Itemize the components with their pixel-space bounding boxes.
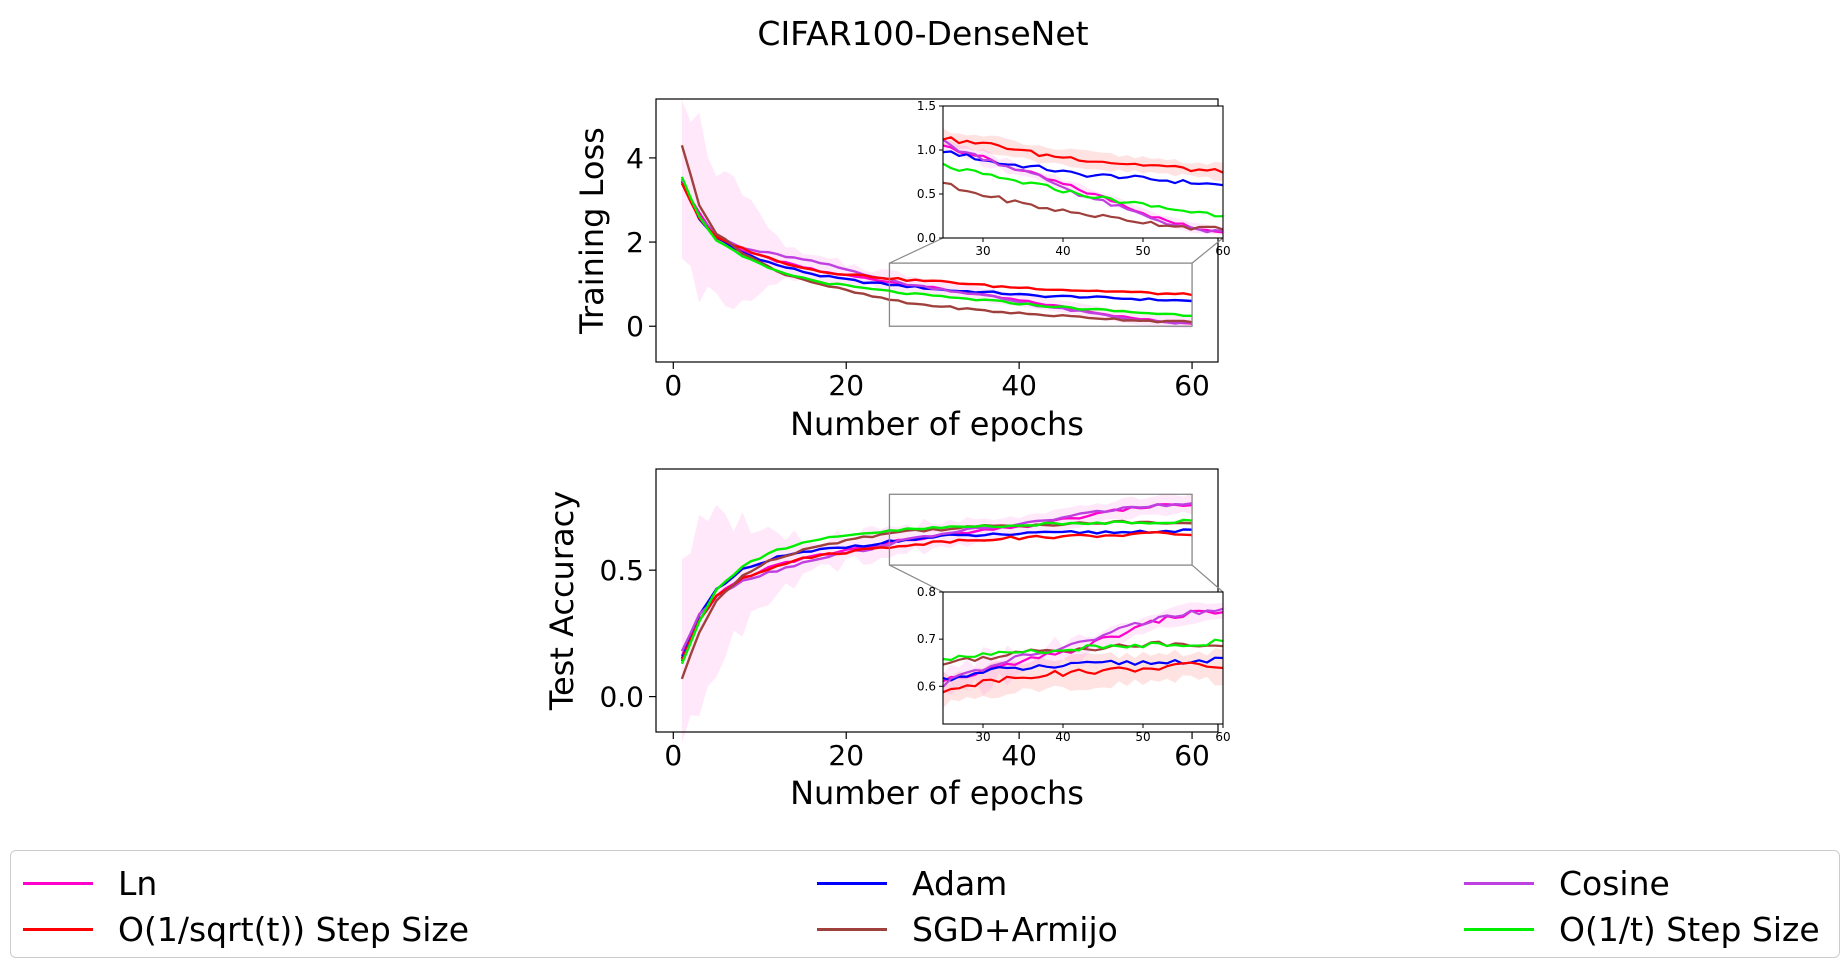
inset-y-tick-label: 0.7 — [917, 632, 936, 646]
inset-x-tick-label: 60 — [1215, 730, 1230, 744]
legend-swatch-ln — [23, 881, 93, 885]
x-tick-label: 60 — [1174, 739, 1210, 772]
legend-swatch-sgd-armijo — [817, 927, 887, 931]
inset-y-tick-label: 1.0 — [917, 143, 936, 157]
inset-x-tick-label: 30 — [975, 244, 990, 258]
y-tick-label: 0 — [626, 310, 644, 343]
inset-plot: 30 40 50 60 0.0 0.5 1.0 1.5 — [917, 99, 1231, 258]
x-tick-label: 20 — [828, 739, 864, 772]
legend-swatch-adam — [817, 881, 887, 885]
legend-item-ln: Ln — [23, 863, 157, 903]
inset-background — [943, 106, 1223, 238]
x-tick-label: 40 — [1001, 369, 1037, 402]
series-line-o-1-t-step-size — [680, 518, 1193, 665]
legend-item-sqrt-step: O(1/sqrt(t)) Step Size — [23, 909, 469, 949]
inset-content — [943, 128, 1223, 236]
x-tick-label: 20 — [828, 369, 864, 402]
inset-series-line-o-1-sqrt-t-step-size — [943, 661, 1223, 694]
inset-plot: 30 40 50 60 0.6 0.7 0.8 — [917, 585, 1231, 744]
zoom-connector — [889, 237, 944, 264]
y-tick-label: 4 — [626, 142, 644, 175]
inset-x-tick-label: 60 — [1215, 244, 1230, 258]
legend-swatch-cosine — [1464, 881, 1534, 885]
inset-series-line-adam — [943, 656, 1223, 682]
zoom-connector — [1191, 237, 1224, 264]
inset-series-line-sgd-armijo — [943, 181, 1223, 231]
inset-series-line-o-1-t-step-size — [943, 638, 1223, 662]
zoom-region-rect — [888, 262, 1193, 327]
ln-variance-band — [681, 99, 1193, 329]
zoom-region-rect — [888, 493, 1193, 566]
legend-label-sqrt-step: O(1/sqrt(t)) Step Size — [118, 909, 470, 949]
y-tick-label: 0.0 — [599, 681, 644, 714]
inset-x-tick-label: 40 — [1055, 244, 1070, 258]
legend-swatch-sqrt-step — [23, 927, 93, 931]
legend: Ln Adam Cosine O(1/sqrt(t)) Step Size SG… — [10, 850, 1840, 958]
inset-y-tick-label: 0.5 — [917, 187, 936, 201]
legend-label-sgd-armijo: SGD+Armijo — [912, 909, 1118, 949]
inset-y-tick-label: 0.8 — [917, 585, 936, 599]
x-tick-label: 0 — [664, 739, 682, 772]
inset-x-tick-label: 50 — [1135, 244, 1150, 258]
figure-title: CIFAR100-DenseNet — [757, 14, 1088, 53]
inset-x-tick-label: 50 — [1135, 730, 1150, 744]
legend-label-ln: Ln — [118, 863, 158, 903]
inset-frame — [942, 591, 1224, 725]
inset-series-line-o-1-t-step-size — [943, 162, 1223, 218]
legend-item-inv-t-step: O(1/t) Step Size — [1464, 909, 1820, 949]
legend-item-adam: Adam — [817, 863, 1007, 903]
series-line-o-1-sqrt-t-step-size — [680, 182, 1193, 297]
inset-y-tick-label: 0.0 — [917, 231, 936, 245]
inset-frame — [942, 105, 1224, 239]
legend-item-cosine: Cosine — [1464, 863, 1670, 903]
legend-item-sgd-armijo: SGD+Armijo — [817, 909, 1118, 949]
training-loss-panel: 0 20 40 60 0 2 4 Number of epochs Training Loss 3… — [573, 98, 1231, 443]
legend-swatch-inv-t-step — [1464, 927, 1534, 931]
inset-series-line-o-1-sqrt-t-step-size — [943, 136, 1223, 174]
inset-x-tick-label: 40 — [1055, 730, 1070, 744]
series-line-cosine — [680, 178, 1193, 325]
legend-label-inv-t-step: O(1/t) Step Size — [1559, 909, 1820, 949]
x-tick-label: 40 — [1001, 739, 1037, 772]
inset-sqrt-band — [943, 128, 1223, 182]
x-tick-label: 60 — [1174, 369, 1210, 402]
series-line-o-1-sqrt-t-step-size — [680, 531, 1193, 662]
inset-content — [943, 602, 1223, 709]
test-accuracy-panel: 0 20 40 60 0.0 0.5 Number of epochs Test Accura… — [543, 468, 1231, 812]
y-tick-label: 2 — [626, 226, 644, 259]
inset-x-tick-label: 30 — [975, 730, 990, 744]
inset-y-tick-label: 1.5 — [917, 99, 936, 113]
x-tick-label: 0 — [664, 369, 682, 402]
series-line-cosine — [680, 502, 1193, 652]
y-axis-label: Training Loss — [573, 127, 611, 335]
x-axis-label: Number of epochs — [790, 774, 1084, 812]
inset-y-tick-label: 0.6 — [917, 679, 936, 693]
series-line-sgd-armijo — [680, 144, 1193, 324]
series-line-o-1-t-step-size — [680, 176, 1193, 317]
y-axis-label: Test Accuracy — [543, 491, 581, 711]
y-tick-label: 0.5 — [599, 554, 644, 587]
inset-series-line-cosine — [943, 607, 1223, 688]
x-axis-label: Number of epochs — [790, 405, 1084, 443]
legend-label-adam: Adam — [912, 863, 1008, 903]
legend-label-cosine: Cosine — [1559, 863, 1670, 903]
zoom-connector — [889, 564, 944, 593]
zoom-connector — [1191, 564, 1224, 593]
